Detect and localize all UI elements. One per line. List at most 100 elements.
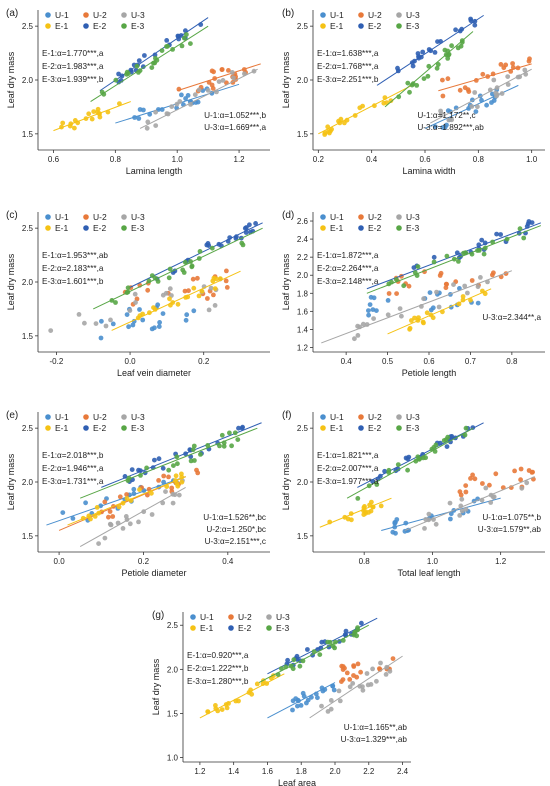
annotation: E-3:α=1.939***,b <box>42 75 104 84</box>
x-tick-label: 0.0 <box>125 357 137 366</box>
data-point-U-2 <box>440 93 446 99</box>
legend-marker <box>121 425 127 431</box>
x-tick-label: 0.7 <box>465 357 477 366</box>
legend-marker <box>83 225 89 231</box>
data-point-E-1 <box>173 473 179 479</box>
legend-marker <box>396 12 402 18</box>
x-tick-label: 0.6 <box>48 155 60 164</box>
fit-line-U-3 <box>404 476 535 531</box>
data-point-U-2 <box>195 275 200 281</box>
legend-marker <box>83 414 89 420</box>
data-point-E-3 <box>291 657 297 663</box>
legend-label: U-2 <box>238 612 252 622</box>
data-point-U-2 <box>457 87 463 93</box>
legend-label: U-1 <box>55 412 69 422</box>
fit-line-U-3 <box>430 68 532 124</box>
data-point-U-1 <box>184 312 190 318</box>
fit-line-E-3 <box>346 427 474 499</box>
data-point-U-3 <box>325 709 331 714</box>
data-point-E-2 <box>468 16 473 22</box>
data-point-U-3 <box>436 304 442 310</box>
data-point-E-2 <box>253 221 258 226</box>
legend-label: E-1 <box>55 21 69 31</box>
data-point-E-1 <box>362 504 367 509</box>
data-point-E-2 <box>405 456 411 462</box>
data-point-E-3 <box>401 283 407 289</box>
legend-label: U-2 <box>93 212 107 222</box>
legend-label: U-3 <box>131 412 145 422</box>
data-point-U-3 <box>206 307 212 313</box>
fit-line-E-1 <box>199 673 285 719</box>
legend-label: E-3 <box>131 223 145 233</box>
legend-marker <box>121 214 127 220</box>
data-point-U-2 <box>530 469 535 475</box>
data-point-U-3 <box>328 698 334 703</box>
data-point-E-2 <box>305 647 310 652</box>
x-tick-label: 0.6 <box>419 155 431 164</box>
legend-label: E-1 <box>200 623 214 633</box>
data-point-U-1 <box>293 696 299 701</box>
data-point-E-3 <box>232 430 238 436</box>
data-point-E-2 <box>227 235 233 241</box>
data-point-E-3 <box>417 456 422 462</box>
data-point-E-2 <box>236 425 241 431</box>
data-point-U-3 <box>399 313 404 319</box>
y-tick-label: 2.5 <box>297 424 309 433</box>
x-axis-label: Petiole length <box>402 368 457 378</box>
data-point-E-3 <box>354 633 360 639</box>
data-point-E-1 <box>407 326 412 332</box>
data-point-E-1 <box>117 101 122 106</box>
y-tick-label: 2.4 <box>297 235 309 244</box>
data-point-E-1 <box>89 116 95 122</box>
data-point-E-2 <box>239 425 245 431</box>
data-point-U-3 <box>127 308 133 313</box>
annotation: E-2:α=1.946***,a <box>42 464 104 473</box>
data-point-E-3 <box>182 259 188 265</box>
data-point-U-2 <box>219 67 225 72</box>
data-point-E-3 <box>165 43 171 49</box>
data-point-E-3 <box>227 430 232 436</box>
data-point-E-2 <box>136 58 142 63</box>
data-point-U-3 <box>220 78 226 83</box>
fit-line-U-1 <box>267 682 336 719</box>
data-point-U-3 <box>364 671 370 676</box>
data-point-U-3 <box>169 104 175 109</box>
data-point-U-2 <box>224 285 230 290</box>
data-point-U-3 <box>483 485 489 491</box>
data-point-U-1 <box>136 116 142 121</box>
data-point-E-3 <box>125 285 131 291</box>
data-point-U-2 <box>355 661 361 667</box>
fit-line-E-1 <box>387 288 492 335</box>
data-point-U-3 <box>153 109 159 115</box>
legend-marker <box>320 23 326 29</box>
data-point-U-3 <box>48 328 54 333</box>
data-point-E-3 <box>166 467 172 473</box>
data-point-U-3 <box>160 500 166 506</box>
data-point-U-3 <box>212 303 218 308</box>
data-point-E-1 <box>179 471 184 477</box>
data-point-E-2 <box>160 465 166 471</box>
legend-label: E-3 <box>276 623 290 633</box>
data-point-E-3 <box>434 65 440 71</box>
data-point-U-2 <box>182 288 188 294</box>
data-point-U-2 <box>480 481 485 486</box>
data-point-E-3 <box>490 239 495 245</box>
data-point-U-3 <box>459 496 465 502</box>
legend-label: E-2 <box>368 223 382 233</box>
legend-marker <box>358 225 364 231</box>
data-point-E-2 <box>142 53 147 58</box>
x-tick-label: 2.4 <box>397 767 409 776</box>
fit-line-U-2 <box>177 63 261 92</box>
data-point-E-3 <box>155 279 161 284</box>
data-point-U-3 <box>337 698 343 704</box>
legend-marker <box>358 214 364 220</box>
data-point-U-3 <box>108 522 114 528</box>
data-point-U-1 <box>457 286 462 291</box>
data-point-E-1 <box>338 116 344 122</box>
data-point-U-3 <box>475 104 480 110</box>
y-axis-label: Leaf dry mass <box>6 253 16 310</box>
y-tick-label: 2.0 <box>297 76 309 85</box>
data-point-U-2 <box>472 476 478 482</box>
legend: U-1 U-2 U-3 E-1 E-2 E-3 <box>45 412 145 433</box>
y-tick-label: 2.0 <box>297 478 309 487</box>
